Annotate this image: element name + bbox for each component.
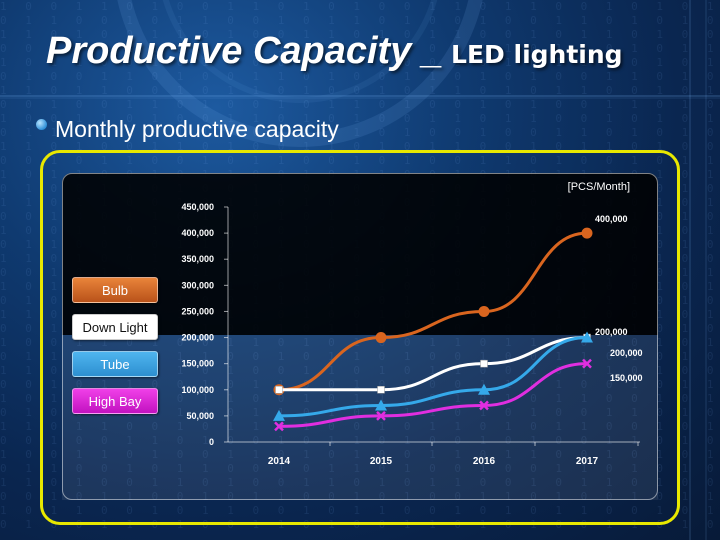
y-tick-label: 0: [209, 437, 214, 447]
y-tick-label: 400,000: [181, 228, 214, 238]
data-point-bulb: [478, 305, 490, 317]
x-tick-label: 2014: [268, 456, 291, 467]
legend-item-down-light: Down Light: [72, 314, 158, 340]
series-line-tube: [277, 336, 589, 418]
data-point-tube: [375, 399, 387, 411]
x-tick-label: 2015: [370, 456, 393, 467]
series-line-high-bay: [277, 362, 589, 428]
data-point-tube: [478, 383, 490, 395]
bullet-icon: [36, 119, 47, 130]
data-point-tube: [273, 409, 285, 421]
page-title: Productive Capacity _ LED lighting: [46, 30, 623, 73]
data-label: 200,000: [610, 348, 643, 358]
series-line-down-light: [277, 336, 589, 392]
data-point-down-light: [377, 386, 385, 394]
title-sub: LED lighting: [451, 40, 623, 69]
y-tick-label: 350,000: [181, 254, 214, 264]
legend-item-tube: Tube: [72, 351, 158, 377]
x-tick-label: 2017: [576, 456, 599, 467]
data-point-high-bay: [582, 358, 592, 369]
title-main: Productive Capacity _: [46, 30, 444, 72]
unit-label: [PCS/Month]: [567, 181, 630, 193]
data-point-high-bay: [376, 411, 386, 421]
y-tick-label: 250,000: [181, 306, 214, 316]
data-point-high-bay: [274, 421, 284, 432]
y-tick-label: 300,000: [181, 280, 214, 290]
data-point-bulb: [375, 332, 387, 344]
legend-item-bulb: Bulb: [72, 277, 158, 303]
x-tick-label: 2016: [473, 456, 496, 467]
data-point-tube: [581, 331, 593, 343]
y-tick-label: 450,000: [181, 202, 214, 212]
data-point-bulb: [581, 227, 593, 239]
y-tick-label: 150,000: [181, 359, 214, 369]
data-point-high-bay: [479, 400, 489, 411]
chart-legend: Bulb Down Light Tube High Bay: [72, 277, 158, 425]
data-label: 200,000: [595, 327, 628, 337]
highlight-frame: [40, 150, 680, 525]
legend-item-high-bay: High Bay: [72, 388, 158, 414]
y-tick-label: 200,000: [181, 333, 214, 343]
data-point-down-light: [480, 359, 488, 368]
data-point-down-light: [275, 386, 283, 394]
bullet-text: Monthly productive capacity: [55, 116, 339, 142]
chart-background-top: [62, 173, 658, 335]
series-line-bulb: [277, 231, 589, 392]
bullet-heading: Monthly productive capacity: [36, 116, 339, 143]
y-tick-label: 100,000: [181, 385, 214, 395]
y-tick-label: 50,000: [186, 411, 214, 421]
data-label: 150,000: [610, 373, 643, 383]
chart-panel: [62, 173, 658, 500]
data-label: 400,000: [595, 214, 628, 224]
